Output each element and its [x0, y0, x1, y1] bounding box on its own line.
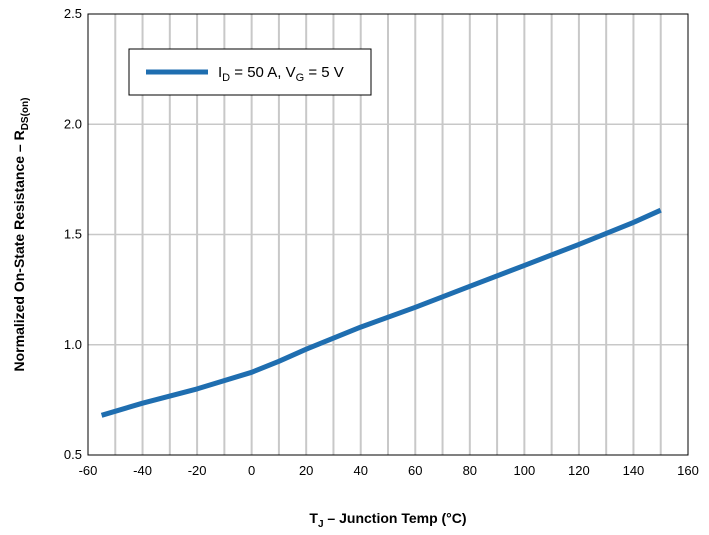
x-tick-label: -40	[133, 463, 152, 478]
series-line	[100, 207, 662, 418]
x-tick-label: 40	[353, 463, 367, 478]
x-tick-label: 140	[623, 463, 645, 478]
x-axis-title: TJ – Junction Temp (°C)	[309, 510, 466, 530]
x-tick-label: 80	[463, 463, 477, 478]
y-tick-label: 0.5	[64, 447, 82, 462]
y-tick-label: 1.5	[64, 227, 82, 242]
y-tick-label: 2.5	[64, 6, 82, 21]
series-layer	[100, 207, 662, 418]
x-tick-label: 60	[408, 463, 422, 478]
y-axis-title: Normalized On-State Resistance – RDS(on)	[11, 98, 31, 372]
plot-frame	[87, 13, 689, 456]
y-tick-label: 2.0	[64, 116, 82, 131]
legend-label: ID = 50 A, VG = 5 V	[218, 64, 344, 84]
x-tick-label: 20	[299, 463, 313, 478]
y-tick-label: 1.0	[64, 337, 82, 352]
x-tick-label: 160	[677, 463, 699, 478]
x-axis-ticks: -60 -40 -20 0 20 40 60 80 100 120 140 160	[79, 463, 699, 478]
x-tick-label: 0	[248, 463, 255, 478]
x-tick-label: 120	[568, 463, 590, 478]
x-tick-label: -20	[188, 463, 207, 478]
x-tick-label: -60	[79, 463, 98, 478]
y-axis-ticks: 0.5 1.0 1.5 2.0 2.5	[64, 6, 82, 462]
x-tick-label: 100	[514, 463, 536, 478]
legend: ID = 50 A, VG = 5 V	[128, 48, 372, 96]
